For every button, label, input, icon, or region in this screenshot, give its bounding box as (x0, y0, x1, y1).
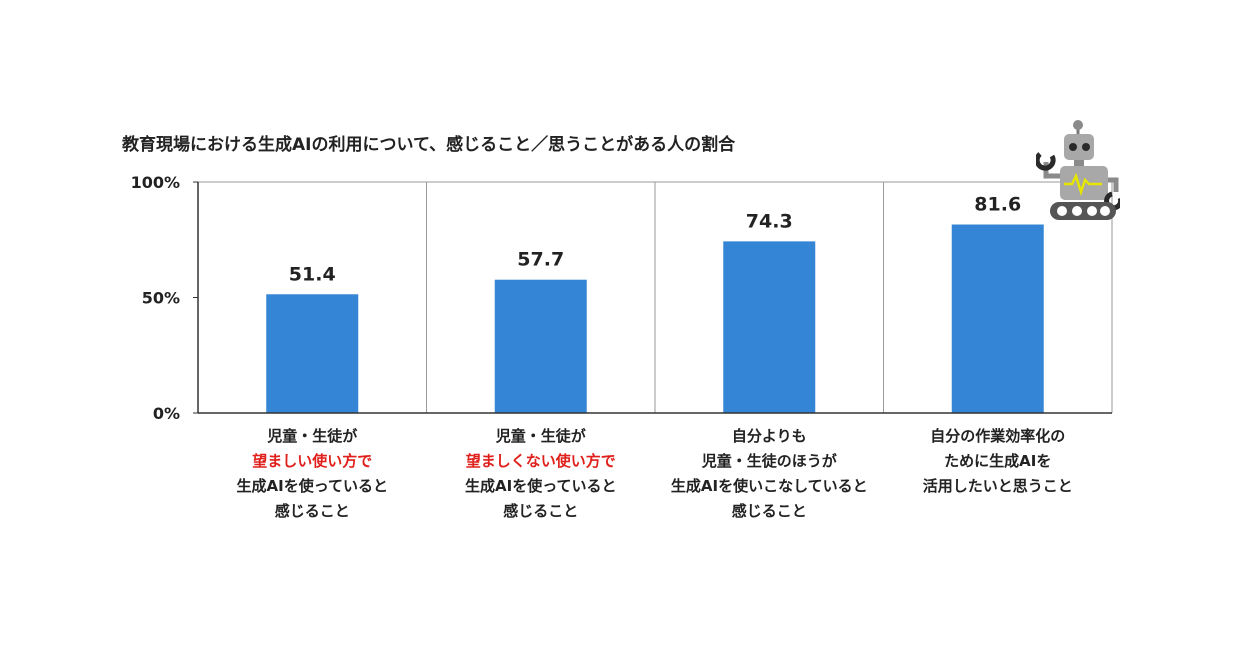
category-label-line: 活用したいと思うこと (922, 477, 1073, 495)
bar-value-label: 57.7 (517, 249, 564, 271)
bar (951, 224, 1044, 413)
robot-icon (1036, 120, 1120, 220)
category-label: 自分よりも児童・生徒のほうが生成AIを使いこなしていると 感じること (655, 424, 883, 524)
category-label-line: 感じること (274, 502, 350, 520)
category-label-line: 生成AIを使っていると (236, 477, 388, 495)
category-label: 児童・生徒が望ましくない使い方で 生成AIを使っていると 感じること (427, 424, 655, 524)
category-label-highlight-line: 望ましくない使い方で (465, 452, 616, 470)
category-label-line: 児童・生徒のほうが (701, 452, 837, 470)
bar-value-label: 81.6 (974, 194, 1021, 216)
y-tick-label: 50% (142, 289, 180, 308)
category-label-line: 生成AIを使っていると (465, 477, 617, 495)
bar (494, 279, 587, 413)
y-tick-label: 100% (131, 173, 180, 192)
bar (723, 241, 816, 413)
category-label-line: ために生成AIを (944, 452, 1052, 470)
category-label-highlight-line: 望ましい使い方で (252, 452, 373, 470)
y-tick-label: 0% (153, 404, 180, 423)
chart-title: 教育現場における生成AIの利用について、感じること／思うことがある人の割合 (122, 135, 736, 155)
category-label-line: 自分よりも (731, 427, 807, 445)
category-label-line: 生成AIを使いこなしていると (670, 477, 868, 495)
bar (266, 294, 359, 413)
category-label-line: 感じること (503, 502, 579, 520)
category-label-line: 自分の作業効率化の (930, 427, 1066, 445)
category-label: 自分の作業効率化の ために生成AIを活用したいと思うこと (884, 424, 1112, 499)
category-label-line: 感じること (731, 502, 807, 520)
bar-value-label: 74.3 (746, 210, 793, 232)
category-label-line: 児童・生徒が (267, 427, 358, 445)
bar-value-label: 51.4 (289, 263, 336, 285)
category-label: 児童・生徒が 望ましい使い方で 生成AIを使っていると 感じること (198, 424, 426, 524)
category-label-line: 児童・生徒が (495, 427, 586, 445)
